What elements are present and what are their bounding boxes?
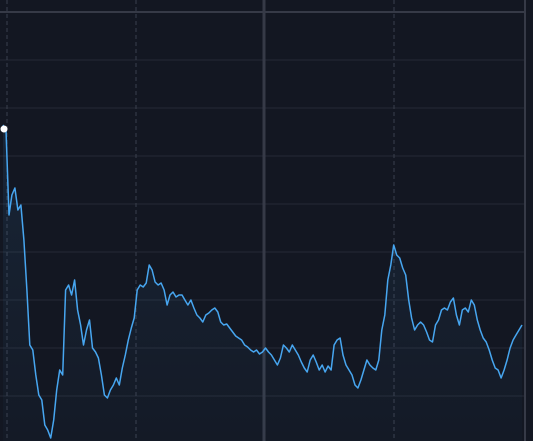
- area: [3, 125, 522, 441]
- plot: [0, 124, 523, 441]
- line: [2, 124, 523, 439]
- start-marker: [0, 125, 8, 133]
